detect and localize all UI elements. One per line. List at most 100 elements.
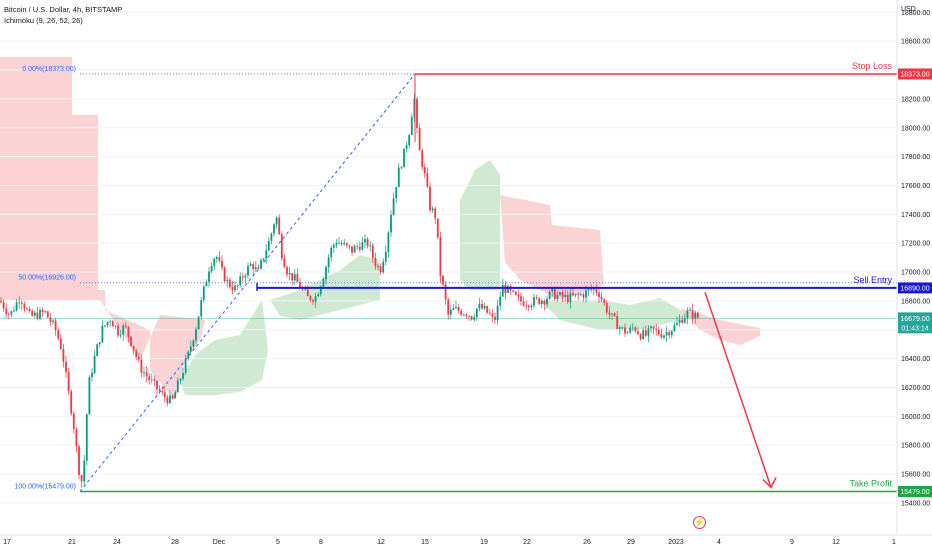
candle <box>114 325 117 330</box>
candle <box>223 266 226 283</box>
candle-body <box>93 355 96 373</box>
candle-body <box>525 305 528 307</box>
candle-body <box>109 321 112 323</box>
stop-loss-label: Stop Loss <box>852 61 893 71</box>
candle <box>135 348 138 361</box>
indicator-title[interactable]: Ichimoku (9, 26, 52, 26) <box>4 16 83 25</box>
candle <box>452 304 455 311</box>
candle <box>262 258 265 263</box>
candle <box>59 333 62 350</box>
candle <box>657 326 660 336</box>
candle-body <box>247 265 249 276</box>
candle-body <box>624 327 626 334</box>
candle-body <box>626 332 629 334</box>
candle-body <box>179 378 182 381</box>
candle-body <box>644 330 647 336</box>
candle-body <box>452 308 455 311</box>
price-tick-label: 16200.00 <box>901 385 930 392</box>
candle <box>283 254 286 268</box>
candle-body <box>296 274 299 283</box>
candle <box>348 244 351 249</box>
symbol-title[interactable]: Bitcoin / U.S. Dollar, 4h, BITSTAMP <box>4 5 123 14</box>
candle-body <box>460 310 463 315</box>
price-tick-label: 18200.00 <box>901 96 930 103</box>
candle-body <box>553 288 556 300</box>
fibonacci-levels: 0.00%(18373.00) 50.00%(16926.00) 100.00%(1… <box>15 66 897 492</box>
time-axis[interactable]: 17 21 24 28 Dec 5 8 12 15 19 22 26 29 2023 4 9 12 1 <box>0 534 932 546</box>
candle <box>278 214 281 235</box>
candle <box>314 292 317 308</box>
candle <box>46 310 49 318</box>
candle <box>618 325 621 336</box>
sell-entry-badge <box>898 282 932 294</box>
candle <box>548 290 551 300</box>
candle-body <box>598 292 600 298</box>
candle-body <box>369 245 372 247</box>
candle <box>44 310 47 314</box>
candle <box>257 264 260 270</box>
candle <box>244 272 247 283</box>
candle-body <box>132 345 135 351</box>
price-tick-label: 16400.00 <box>901 356 930 363</box>
candle <box>442 274 444 287</box>
time-tick-label: 21 <box>68 539 76 546</box>
candle <box>270 232 273 245</box>
candle-body <box>171 395 174 399</box>
ichimoku-cloud <box>0 57 760 400</box>
candle-body <box>223 267 226 282</box>
candle <box>410 113 413 136</box>
candle-body <box>574 294 577 296</box>
candle <box>624 323 626 337</box>
candle <box>195 326 197 344</box>
candle-body <box>603 299 606 303</box>
time-tick-label: 24 <box>113 539 121 546</box>
candle-body <box>413 98 416 117</box>
candle <box>166 394 169 407</box>
candle-body <box>345 243 348 246</box>
candle-body <box>397 167 400 188</box>
candle-body <box>663 335 665 338</box>
price-tick-label: 17400.00 <box>901 212 930 219</box>
candle-body <box>96 344 99 356</box>
candle-body <box>621 327 624 329</box>
candle-body <box>540 300 543 305</box>
candle-body <box>317 294 320 297</box>
candle <box>41 307 44 318</box>
candle-body <box>556 294 559 300</box>
lightning-icon[interactable]: ⚡ <box>693 516 706 529</box>
candle-body <box>390 215 392 233</box>
candle <box>293 268 296 286</box>
candle-body <box>83 460 86 482</box>
candle-body <box>39 310 41 319</box>
candle <box>247 262 249 279</box>
candle-body <box>392 198 395 216</box>
candle <box>496 299 499 325</box>
candle <box>447 297 450 320</box>
candle <box>338 237 340 244</box>
cloud-segment <box>460 160 500 290</box>
candle-body <box>514 291 517 295</box>
candle <box>449 304 452 320</box>
candle-body <box>59 338 62 349</box>
candle <box>171 394 174 400</box>
candle <box>397 163 400 188</box>
stop-loss-badge <box>898 68 932 80</box>
candle <box>345 242 348 249</box>
candle-body <box>564 294 567 297</box>
candle <box>111 320 114 327</box>
candle <box>57 327 60 341</box>
candle-body <box>330 247 333 258</box>
candle-body <box>205 281 208 287</box>
candle <box>145 366 148 383</box>
candle-body <box>210 265 213 272</box>
candle <box>296 268 299 283</box>
candle <box>377 263 379 271</box>
candle <box>215 255 218 263</box>
candle <box>579 292 582 296</box>
candle <box>413 94 416 122</box>
candle <box>150 373 153 384</box>
candle <box>327 253 330 273</box>
candle-body <box>543 300 546 305</box>
